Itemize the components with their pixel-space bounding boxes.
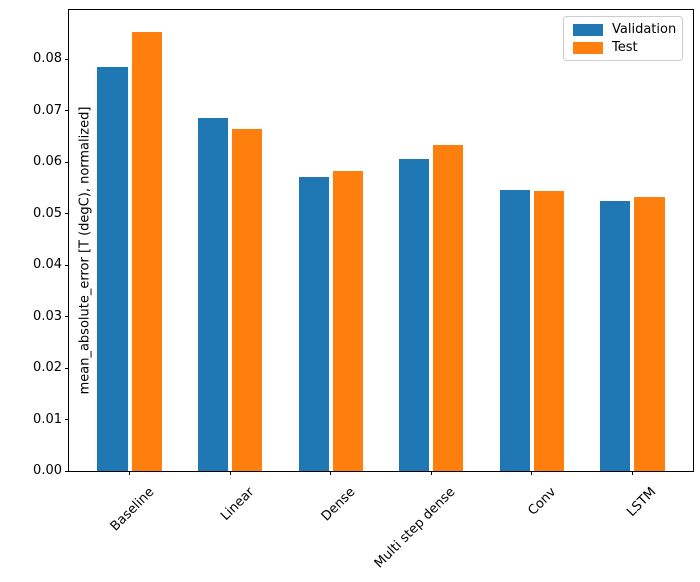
y-tick-mark (65, 213, 69, 215)
bar-validation-5 (600, 201, 631, 471)
y-tick-label: 0.03 (33, 308, 62, 324)
y-axis-label: mean_absolute_error [T (degC), normalize… (77, 106, 93, 395)
x-tick-mark (631, 471, 633, 475)
legend-label: Validation (612, 22, 677, 37)
y-tick-mark (65, 316, 69, 318)
x-tick-mark (229, 471, 231, 475)
legend-item-validation: Validation (573, 22, 682, 38)
x-tick-label: Baseline (107, 484, 157, 535)
y-tick-mark (65, 419, 69, 421)
bar-test-3 (433, 144, 464, 471)
bar-validation-2 (298, 176, 329, 471)
bar-validation-4 (499, 190, 530, 471)
bar-test-5 (634, 196, 665, 471)
plot-area: mean_absolute_error [T (degC), normalize… (69, 10, 693, 471)
legend-item-test: Test (573, 40, 682, 56)
y-tick-mark (65, 161, 69, 163)
y-tick-label: 0.02 (33, 360, 62, 376)
y-tick-mark (65, 58, 69, 60)
y-tick-label: 0.06 (33, 154, 62, 170)
bar-validation-0 (97, 66, 128, 471)
bar-validation-1 (197, 117, 229, 471)
bar-test-2 (332, 171, 363, 471)
y-tick-mark (65, 367, 69, 369)
y-tick-label: 0.00 (33, 463, 62, 478)
bar-test-1 (232, 129, 263, 471)
y-tick-label: 0.01 (33, 411, 62, 427)
plot-frame (68, 9, 694, 472)
y-tick-label: 0.08 (33, 51, 62, 67)
y-tick-label: 0.07 (33, 102, 62, 118)
bar-test-0 (131, 32, 162, 471)
y-tick-mark (65, 110, 69, 112)
x-tick-mark (430, 471, 432, 475)
x-tick-mark (129, 471, 131, 475)
legend-label: Test (612, 40, 638, 55)
y-tick-label: 0.04 (33, 257, 62, 273)
y-tick-label: 0.05 (33, 205, 62, 221)
legend-swatch-validation (573, 24, 603, 36)
bar-test-4 (533, 191, 565, 471)
x-tick-mark (330, 471, 332, 475)
y-tick-mark (65, 470, 69, 472)
bar-validation-3 (399, 158, 430, 471)
legend: Validation Test (563, 16, 683, 61)
y-tick-mark (65, 264, 69, 266)
legend-swatch-test (573, 42, 603, 54)
x-tick-mark (531, 471, 533, 475)
